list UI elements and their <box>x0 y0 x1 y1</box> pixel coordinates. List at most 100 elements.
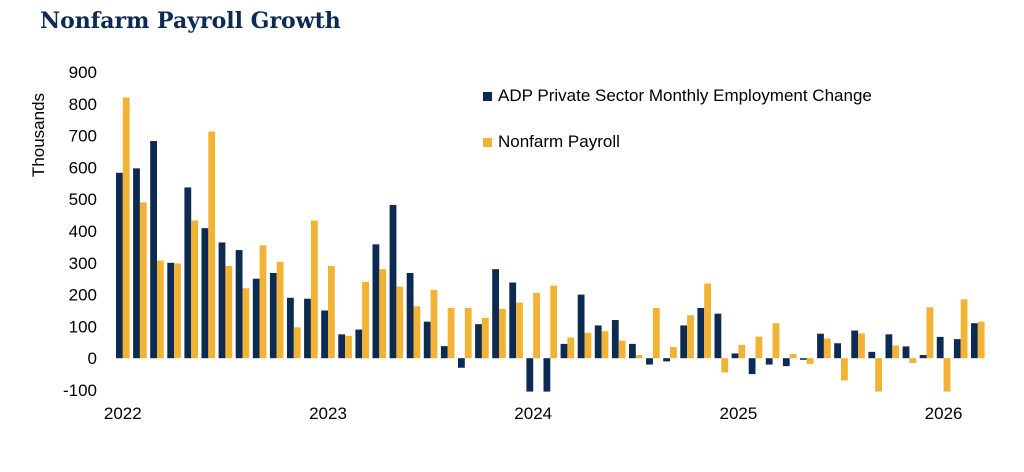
bars-group <box>116 97 985 392</box>
nfp-bar <box>721 358 729 373</box>
nfp-bar <box>926 307 934 359</box>
nfp-bar <box>499 308 506 359</box>
adp-bar <box>133 168 140 359</box>
nfp-bar <box>430 289 438 359</box>
nfp-bar <box>516 302 523 359</box>
y-tick-label: 200 <box>69 286 97 305</box>
legend: ADP Private Sector Monthly Employment Ch… <box>483 86 872 151</box>
nfp-bar <box>157 260 164 359</box>
nfp-bar <box>293 327 301 359</box>
nfp-bar <box>242 288 250 359</box>
nfp-bar <box>584 332 592 359</box>
adp-bar <box>423 321 431 359</box>
y-tick-label: 500 <box>69 190 97 209</box>
nfp-bar <box>755 336 763 359</box>
y-axis-ticks: 900 800 700 600 500 400 300 200 100 0 -100 <box>63 63 97 400</box>
legend-swatch-adp <box>483 92 492 101</box>
adp-bar <box>765 358 773 365</box>
y-tick-label: -100 <box>63 381 97 400</box>
adp-bar <box>509 282 517 359</box>
nfp-bar <box>670 347 677 359</box>
nfp-bar <box>139 202 147 359</box>
adp-bar <box>560 343 568 359</box>
adp-bar <box>577 294 585 359</box>
nfp-bar <box>892 345 900 359</box>
nfp-bar <box>823 338 831 359</box>
adp-bar <box>919 355 927 359</box>
adp-bar <box>953 339 961 359</box>
nfp-bar <box>704 283 711 359</box>
nfp-bar <box>943 358 951 392</box>
adp-bar <box>475 324 482 359</box>
nfp-bar <box>413 306 421 359</box>
nfp-bar <box>481 317 489 359</box>
nfp-bar <box>362 281 369 359</box>
adp-bar <box>885 334 893 359</box>
adp-bar <box>543 358 551 392</box>
adp-bar <box>218 242 226 359</box>
adp-bar <box>782 358 790 367</box>
adp-bar <box>235 250 243 359</box>
nfp-bar <box>652 307 660 359</box>
nfp-bar <box>772 323 780 359</box>
nfp-bar <box>738 344 746 359</box>
adp-bar <box>406 272 414 359</box>
nfp-bar <box>533 293 540 359</box>
x-tick-label: 2025 <box>719 404 757 423</box>
nfp-bar <box>174 263 181 359</box>
legend-label-nfp: Nonfarm Payroll <box>498 132 620 151</box>
adp-bar <box>611 320 619 359</box>
adp-bar <box>355 329 363 359</box>
nfp-bar <box>618 340 626 359</box>
nfp-bar <box>567 337 575 359</box>
nfp-bar <box>447 307 455 359</box>
legend-label-adp: ADP Private Sector Monthly Employment Ch… <box>498 86 872 105</box>
nfp-bar <box>225 265 233 359</box>
nfp-bar <box>276 261 284 359</box>
nfp-bar <box>310 220 318 359</box>
adp-bar <box>731 353 739 359</box>
nfp-bar <box>601 331 609 359</box>
x-tick-label: 2024 <box>514 404 552 423</box>
nfp-bar <box>977 321 985 359</box>
adp-bar <box>697 307 705 359</box>
y-tick-label: 600 <box>69 158 97 177</box>
x-tick-label: 2026 <box>925 404 963 423</box>
adp-bar <box>150 141 157 359</box>
adp-bar <box>269 272 277 359</box>
nfp-bar <box>379 269 387 359</box>
adp-bar <box>817 333 824 359</box>
x-axis-ticks: 2022 2023 2024 2025 2026 <box>104 404 963 423</box>
nfp-bar <box>191 220 198 359</box>
adp-bar <box>714 313 722 359</box>
nfp-bar <box>259 245 267 359</box>
legend-swatch-nfp <box>483 138 492 147</box>
adp-bar <box>338 334 346 359</box>
adp-bar <box>201 228 209 359</box>
adp-bar <box>800 358 807 360</box>
nfp-bar <box>635 355 643 359</box>
y-tick-label: 0 <box>88 349 97 368</box>
y-tick-label: 900 <box>69 63 97 82</box>
adp-bar <box>902 346 910 359</box>
y-tick-label: 300 <box>69 254 97 273</box>
adp-bar <box>372 244 380 359</box>
nfp-bar <box>550 285 558 359</box>
adp-bar <box>116 172 123 359</box>
nfp-bar <box>122 97 130 359</box>
y-axis-label: Thousands <box>29 93 48 177</box>
adp-bar <box>389 204 397 359</box>
adp-bar <box>184 187 192 359</box>
adp-bar <box>287 297 294 359</box>
adp-bar <box>458 358 465 368</box>
adp-bar <box>321 310 328 359</box>
nfp-bar <box>789 354 797 359</box>
x-tick-label: 2023 <box>309 404 347 423</box>
nfp-bar <box>960 299 968 359</box>
adp-bar <box>629 343 636 359</box>
nfp-bar <box>909 358 917 363</box>
nfp-bar <box>464 307 472 359</box>
nfp-bar <box>875 358 882 392</box>
adp-bar <box>594 325 602 359</box>
